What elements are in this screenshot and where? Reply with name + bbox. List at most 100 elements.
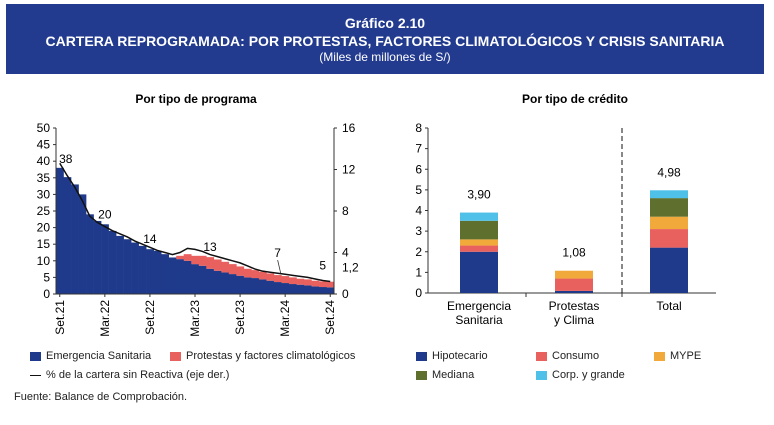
legend-item-mype: MYPE — [654, 350, 701, 362]
bar-protestas — [318, 281, 327, 288]
bar-segment-hipotecario — [460, 251, 498, 293]
line-cartera-sin-reactiva — [59, 162, 331, 283]
bar-emergencia — [296, 284, 305, 294]
bar-emergencia — [161, 254, 170, 294]
y-tick-label: 10 — [37, 254, 51, 268]
y-tick-label: 20 — [37, 221, 51, 235]
bar-emergencia — [213, 270, 222, 294]
legend-item-corp: Corp. y grande — [536, 369, 625, 381]
category-label: Protestas — [549, 299, 600, 313]
legend-label-line: % de la cartera sin Reactiva (eje der.) — [46, 369, 230, 381]
bar-emergencia — [243, 277, 252, 294]
right-chart-title: Por tipo de crédito — [522, 92, 628, 106]
bar-protestas — [311, 280, 320, 287]
bar-emergencia — [78, 194, 87, 294]
bar-emergencia — [168, 257, 177, 294]
bar-protestas — [191, 255, 200, 265]
bar-emergencia — [326, 287, 335, 294]
y-tick-label: 5 — [43, 270, 50, 284]
legend-item-hipotecario: Hipotecario — [416, 350, 488, 362]
bar-protestas — [273, 275, 282, 283]
bar-emergencia — [198, 265, 207, 294]
bar-emergencia — [93, 220, 102, 294]
bar-emergencia — [266, 280, 275, 294]
bar-segment-hipotecario — [650, 247, 688, 293]
data-label: 7 — [274, 246, 281, 260]
legend-label-protestas: Protestas y factores climatológicos — [186, 350, 356, 362]
x-tick-label: Mar.23 — [188, 300, 202, 337]
bar-segment-consumo — [650, 229, 688, 248]
y-tick-label: 40 — [37, 154, 51, 168]
y-tick-label: 2 — [415, 245, 422, 259]
legend-item-line: % de la cartera sin Reactiva (eje der.) — [30, 369, 229, 381]
bar-protestas — [198, 255, 207, 266]
bar-emergencia — [303, 285, 312, 294]
y-tick-label: 15 — [37, 237, 51, 251]
legend-label-mediana: Mediana — [432, 369, 475, 381]
bar-emergencia — [153, 250, 162, 294]
annotation-pointer — [277, 259, 282, 274]
bar-protestas — [266, 273, 275, 281]
legend-label-mype: MYPE — [670, 350, 702, 362]
bar-protestas — [228, 264, 237, 275]
bar-emergencia — [311, 286, 320, 294]
legend-item-emergencia: Emergencia Sanitaria — [30, 350, 151, 362]
bar-segment-mype — [555, 270, 593, 279]
bar-emergencia — [101, 224, 109, 294]
total-label: 3,90 — [467, 188, 491, 202]
bar-emergencia — [176, 259, 185, 294]
x-tick-label: Set.24 — [323, 300, 337, 335]
y-tick-label: 3 — [415, 224, 422, 238]
y2-tick-label: 16 — [342, 121, 356, 135]
y2-tick-label: 4 — [342, 246, 349, 260]
legend-swatch-corp — [536, 370, 547, 380]
y2-tick-label: 0 — [342, 287, 349, 301]
bar-protestas — [206, 257, 215, 269]
y-tick-label: 6 — [415, 162, 422, 176]
legend-label-corp: Corp. y grande — [552, 369, 625, 381]
bar-emergencia — [228, 274, 237, 294]
bar-protestas — [221, 261, 230, 273]
bar-emergencia — [146, 249, 154, 294]
y-tick-label: 50 — [37, 121, 51, 135]
data-label: 13 — [203, 240, 217, 254]
legend-swatch-hipotecario — [416, 351, 427, 361]
bar-emergencia — [108, 230, 117, 294]
x-tick-label: Set.23 — [233, 300, 247, 335]
data-label: 38 — [59, 152, 73, 166]
y2-tick-label: 8 — [342, 204, 349, 218]
bar-emergencia — [236, 275, 245, 294]
bar-protestas — [288, 277, 297, 285]
bar-protestas — [326, 281, 335, 288]
source-note: Fuente: Balance de Comprobación. — [14, 391, 188, 403]
bar-emergencia — [183, 260, 192, 294]
bar-protestas — [251, 270, 260, 279]
bar-emergencia — [56, 167, 64, 294]
bar-protestas — [176, 255, 185, 260]
data-label: 5 — [319, 258, 326, 272]
figure-subtitle: (Miles de millones de S/) — [319, 50, 451, 64]
bar-emergencia — [191, 264, 200, 294]
bar-segment-mype — [460, 239, 498, 246]
bar-segment-mediana — [650, 198, 688, 217]
bar-emergencia — [63, 177, 72, 294]
legend-swatch-consumo — [536, 351, 547, 361]
bar-emergencia — [116, 235, 124, 294]
figure-number: Gráfico 2.10 — [344, 15, 426, 31]
legend-item-consumo: Consumo — [536, 350, 599, 362]
bar-protestas — [258, 271, 267, 280]
y-tick-label: 35 — [37, 171, 51, 185]
bar-segment-hipotecario — [555, 290, 593, 293]
legend-label-emergencia: Emergencia Sanitaria — [46, 350, 152, 362]
bar-emergencia — [131, 242, 139, 294]
y-tick-label: 1 — [415, 265, 422, 279]
y-tick-label: 4 — [415, 204, 422, 218]
bar-emergencia — [71, 184, 79, 294]
y-tick-label: 0 — [43, 287, 50, 301]
bar-emergencia — [86, 214, 94, 294]
data-label: 1,2 — [342, 261, 359, 275]
category-label: Sanitaria — [455, 313, 503, 327]
bar-segment-corp-y-grande — [650, 190, 688, 199]
y-tick-label: 30 — [37, 187, 51, 201]
